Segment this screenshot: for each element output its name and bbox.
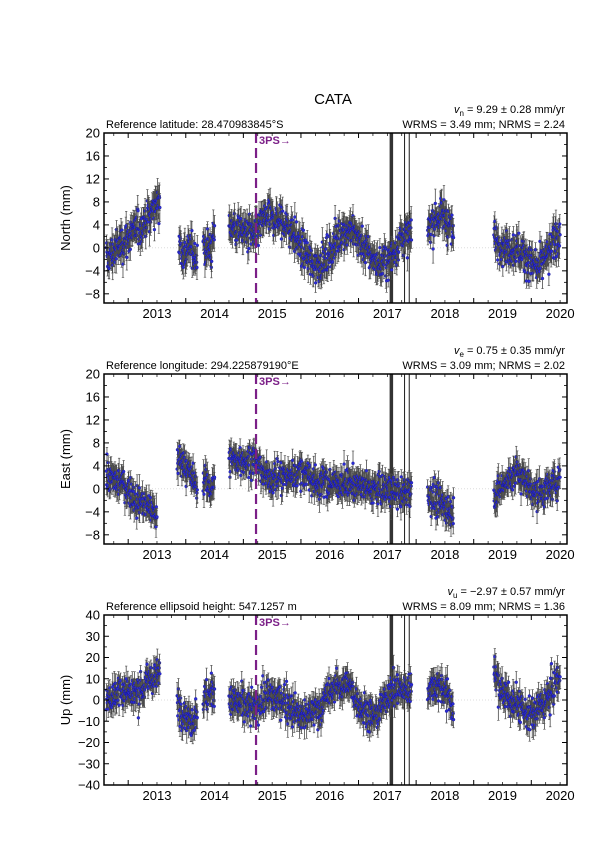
panel-1: Reference latitude: 28.470983845°S WRMS =…	[58, 104, 575, 321]
y-tick-label: −8	[85, 286, 100, 301]
y-tick-label: 8	[93, 194, 100, 209]
x-tick-label: 2020	[546, 306, 575, 321]
x-tick-label: 2015	[258, 306, 287, 321]
x-tick-label: 2013	[143, 306, 172, 321]
data-point	[279, 237, 284, 241]
data-point	[336, 223, 341, 228]
x-tick-label: 2016	[315, 306, 344, 321]
data-point	[195, 265, 199, 270]
data-point	[114, 257, 118, 261]
x-tick-label: 2017	[373, 306, 402, 321]
data-point	[517, 231, 521, 235]
data-point	[108, 487, 112, 491]
event-label: 3PS→	[259, 135, 291, 147]
data-point	[181, 265, 185, 269]
y-tick-label: 20	[86, 126, 100, 141]
y-tick-label: 0	[93, 240, 100, 255]
data-point	[158, 205, 162, 210]
velocity-label: ve = 0.75 ± 0.35 mm/yr	[454, 345, 565, 359]
data-point	[294, 220, 299, 224]
data-point	[382, 263, 386, 267]
data-point	[309, 248, 314, 253]
x-tick-label: 2019	[488, 306, 517, 321]
y-tick-label: 4	[93, 217, 100, 232]
data-point	[450, 213, 454, 217]
reference-label: Reference latitude: 28.470983845°S	[106, 119, 283, 131]
data-point	[337, 248, 341, 253]
data-point	[193, 241, 197, 246]
data-point	[409, 238, 414, 242]
data-points	[104, 437, 562, 538]
y-tick-label: −4	[85, 263, 100, 278]
y-axis-label: North (mm)	[58, 185, 73, 251]
data-point	[212, 224, 217, 228]
data-point	[141, 231, 145, 236]
data-point	[558, 233, 562, 237]
data-point	[301, 228, 306, 232]
data-point	[210, 259, 214, 264]
data-point	[247, 246, 251, 251]
data-point	[405, 256, 410, 260]
data-point	[195, 243, 199, 247]
data-point	[325, 233, 329, 237]
data-point	[558, 222, 562, 226]
data-point	[527, 279, 531, 283]
data-point	[378, 246, 382, 250]
data-point	[397, 250, 401, 254]
data-point	[212, 238, 216, 242]
stats-label: WRMS = 3.09 mm; NRMS = 2.02	[402, 360, 565, 372]
data-point	[514, 259, 518, 263]
data-point	[281, 209, 285, 213]
data-point	[547, 272, 551, 276]
stats-label: WRMS = 3.49 mm; NRMS = 2.24	[402, 119, 565, 131]
data-point	[550, 249, 554, 253]
data-point	[442, 198, 446, 202]
data-point	[256, 243, 261, 248]
data-point	[526, 270, 530, 275]
data-point	[293, 215, 297, 219]
data-point	[121, 469, 126, 474]
data-point	[190, 229, 194, 233]
data-point	[350, 238, 354, 242]
reference-label: Reference longitude: 294.225879190°E	[106, 360, 299, 372]
figure-title: CATA	[314, 91, 352, 108]
data-point	[267, 227, 271, 231]
data-point	[360, 224, 364, 228]
data-point	[390, 268, 394, 272]
data-point	[386, 278, 390, 282]
data-points	[104, 178, 562, 293]
data-point	[326, 265, 331, 269]
data-point	[511, 233, 516, 237]
data-point	[152, 227, 157, 232]
y-tick-label: 12	[86, 171, 100, 186]
data-point	[136, 209, 140, 213]
data-point	[324, 236, 329, 240]
data-point	[117, 469, 121, 473]
data-point	[299, 252, 303, 256]
panel-2: Reference longitude: 294.225879190°E WRMS…	[58, 345, 575, 562]
data-point	[128, 247, 133, 251]
data-point	[313, 281, 318, 285]
velocity-label: vn = 9.29 ± 0.28 mm/yr	[454, 104, 565, 118]
data-point	[533, 247, 538, 252]
x-tick-label: 2018	[430, 306, 459, 321]
data-point	[125, 255, 129, 260]
data-point	[431, 247, 435, 251]
plot-frame	[103, 132, 568, 304]
data-point	[540, 276, 545, 281]
data-point	[305, 241, 309, 245]
x-tick-label: 2014	[200, 306, 229, 321]
data-point	[451, 235, 456, 240]
data-point	[501, 264, 505, 269]
y-tick-label: 16	[86, 148, 100, 163]
data-point	[409, 218, 413, 222]
data-point	[302, 265, 307, 269]
data-point	[157, 221, 161, 226]
data-point	[557, 244, 562, 248]
data-point	[433, 201, 437, 206]
data-point	[496, 258, 500, 262]
data-point	[554, 254, 559, 259]
